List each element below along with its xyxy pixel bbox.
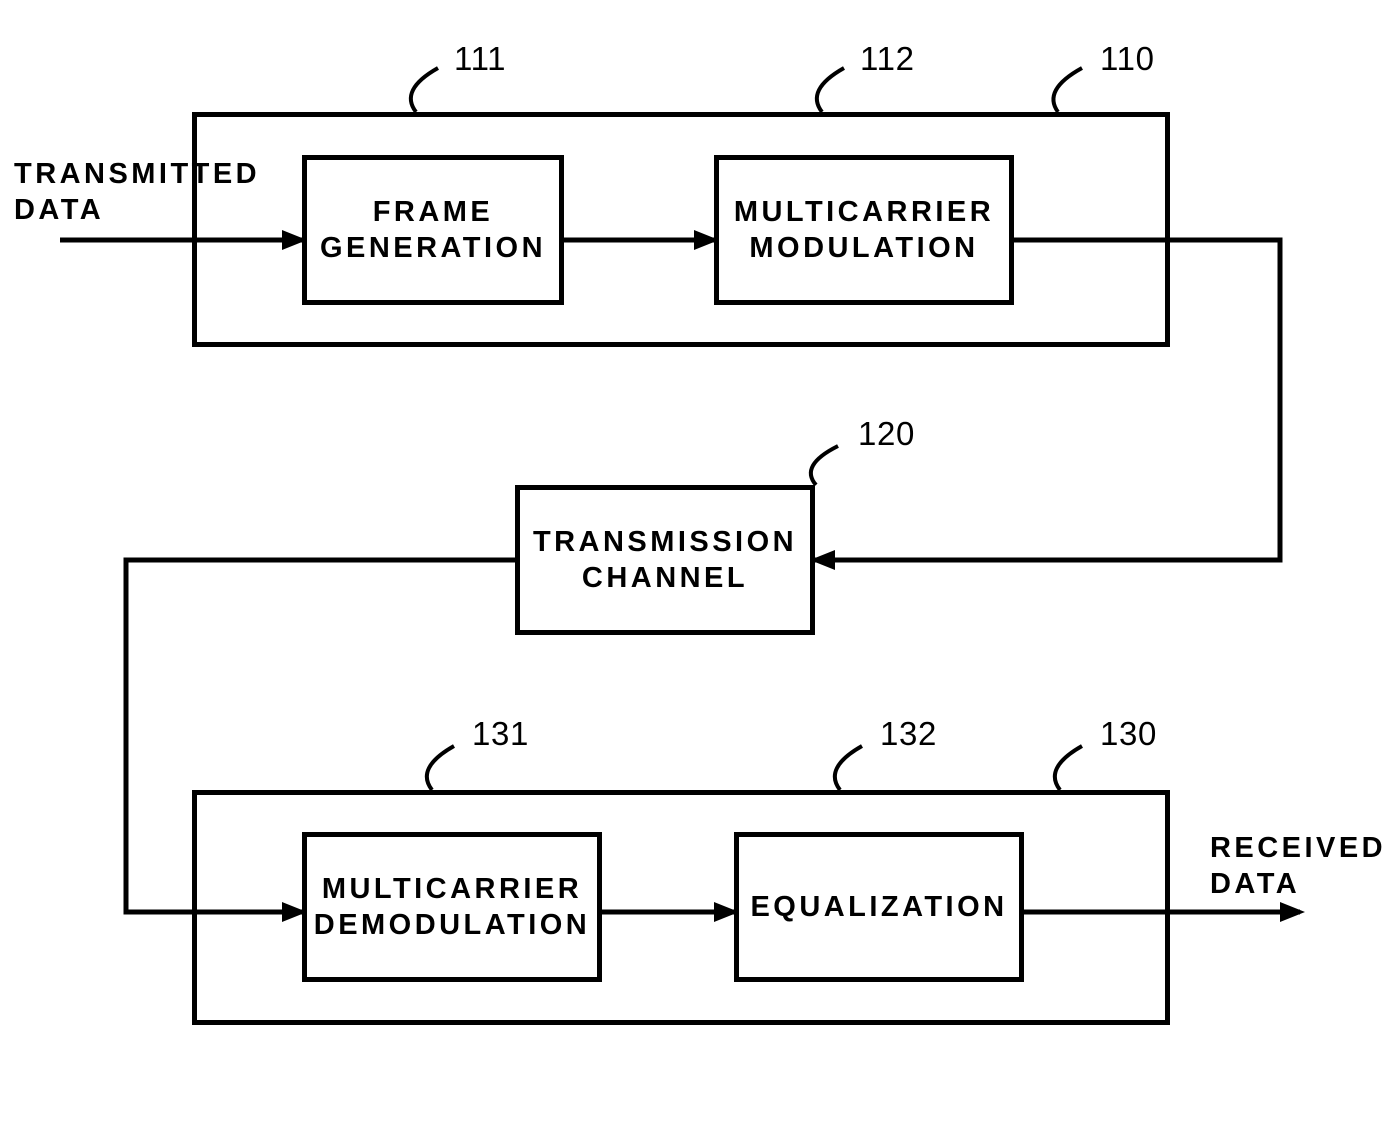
callout-111 <box>411 68 438 112</box>
ref-112: 112 <box>860 40 915 78</box>
transmission-channel-label: TRANSMISSION CHANNEL <box>533 524 797 597</box>
ref-110: 110 <box>1100 40 1155 78</box>
callout-110 <box>1053 68 1082 112</box>
multicarrier-demodulation-label: MULTICARRIER DEMODULATION <box>314 871 590 944</box>
equalization-label: EQUALIZATION <box>750 889 1007 925</box>
callout-112 <box>817 68 844 112</box>
multicarrier-modulation-label: MULTICARRIER MODULATION <box>734 194 994 267</box>
frame-generation-label: FRAME GENERATION <box>320 194 546 267</box>
multicarrier-demodulation-node: MULTICARRIER DEMODULATION <box>302 832 602 982</box>
transmission-channel-node: TRANSMISSION CHANNEL <box>515 485 815 635</box>
callout-120 <box>811 446 838 485</box>
frame-generation-node: FRAME GENERATION <box>302 155 564 305</box>
ref-130: 130 <box>1100 715 1157 753</box>
ref-132: 132 <box>880 715 937 753</box>
callout-132 <box>835 746 862 790</box>
callout-130 <box>1055 746 1082 790</box>
block-diagram: TRANSMITTED DATA RECEIVED DATA FRAME GEN… <box>0 0 1394 1131</box>
ref-131: 131 <box>472 715 529 753</box>
output-label: RECEIVED DATA <box>1210 830 1386 903</box>
multicarrier-modulation-node: MULTICARRIER MODULATION <box>714 155 1014 305</box>
ref-120: 120 <box>858 415 915 453</box>
equalization-node: EQUALIZATION <box>734 832 1024 982</box>
callout-131 <box>427 746 454 790</box>
ref-111: 111 <box>454 40 506 78</box>
